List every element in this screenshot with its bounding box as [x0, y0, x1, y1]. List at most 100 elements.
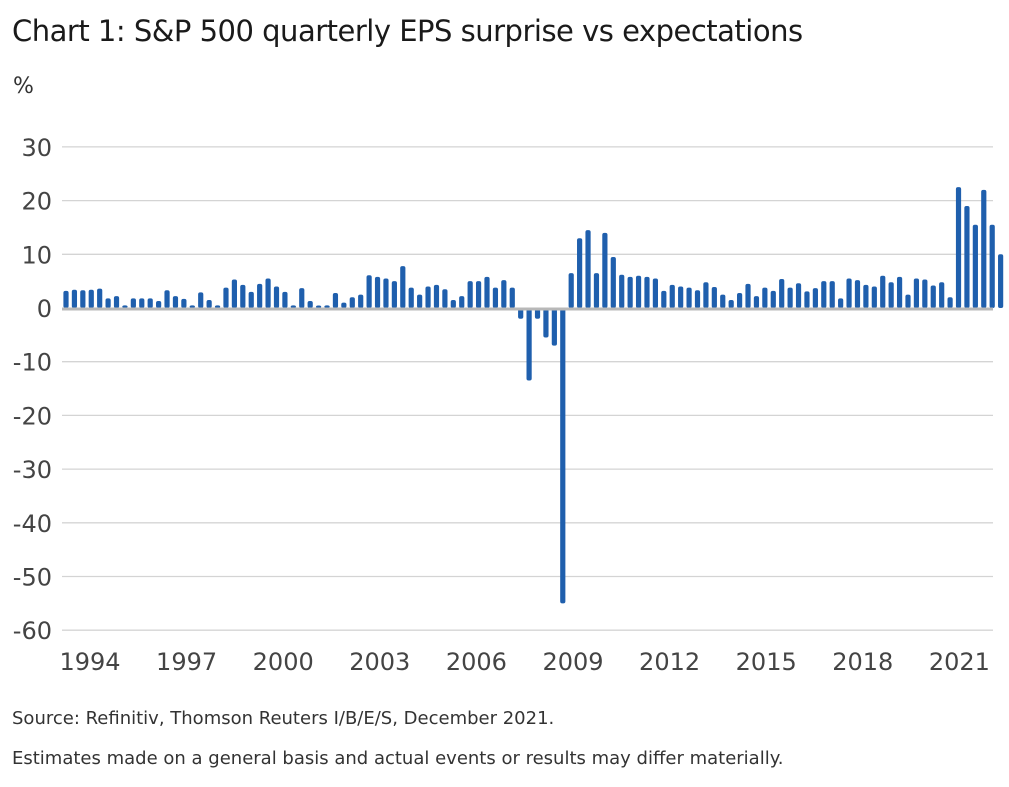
bar — [619, 274, 625, 308]
bar — [383, 278, 389, 308]
chart-title: Chart 1: S&P 500 quarterly EPS surprise … — [12, 14, 803, 48]
bar — [821, 281, 827, 308]
bar — [282, 291, 288, 308]
bar — [273, 286, 280, 308]
bar — [231, 279, 237, 308]
bar — [307, 301, 313, 308]
y-tick-label: -50 — [13, 564, 52, 592]
bar — [349, 297, 355, 308]
bar — [518, 308, 524, 319]
x-tick-label: 2021 — [929, 648, 990, 676]
bar — [459, 296, 465, 308]
bar — [795, 283, 802, 308]
bar — [467, 281, 473, 308]
bar — [71, 289, 78, 308]
y-tick-label: -30 — [13, 456, 52, 484]
bar — [568, 273, 574, 308]
bar — [366, 275, 372, 308]
bar — [172, 296, 179, 308]
bar — [678, 286, 684, 308]
bar — [400, 266, 406, 308]
bar — [686, 287, 692, 308]
x-tick-label: 1997 — [156, 648, 217, 676]
bar — [442, 289, 448, 308]
bar — [433, 284, 440, 308]
bar — [939, 282, 945, 308]
bar — [198, 292, 204, 308]
bar — [324, 305, 330, 308]
bar — [156, 301, 162, 308]
y-tick-label: -10 — [13, 349, 52, 377]
bar — [534, 308, 541, 319]
bar — [130, 298, 136, 308]
bar — [770, 290, 776, 308]
y-tick-label: -20 — [13, 402, 52, 430]
bar — [602, 232, 608, 308]
bar — [88, 289, 94, 308]
bar — [737, 292, 743, 308]
bar — [896, 276, 903, 308]
bar — [139, 298, 145, 308]
bar — [779, 279, 785, 308]
y-tick-label: 10 — [21, 241, 52, 269]
bar — [450, 299, 456, 308]
bar — [694, 290, 701, 308]
bar — [635, 275, 642, 308]
y-tick-label: -60 — [13, 617, 52, 645]
bar — [509, 287, 515, 308]
bar — [97, 288, 103, 308]
bar — [80, 290, 86, 308]
bar — [164, 290, 170, 308]
bar — [551, 308, 557, 346]
bar — [989, 224, 995, 308]
x-tick-label: 2009 — [542, 648, 603, 676]
disclaimer-note: Estimates made on a general basis and ac… — [12, 748, 784, 769]
bar — [644, 276, 650, 308]
bar — [577, 238, 583, 308]
bar — [341, 302, 347, 308]
y-tick-label: -40 — [13, 510, 52, 538]
bar — [947, 297, 953, 308]
bar — [492, 287, 499, 308]
bar — [711, 287, 717, 308]
x-tick-label: 2018 — [832, 648, 893, 676]
bar — [720, 294, 726, 308]
x-tick-label: 2006 — [446, 648, 507, 676]
bar — [661, 290, 667, 308]
bar — [863, 284, 869, 308]
bar — [560, 308, 566, 604]
bar — [593, 273, 600, 308]
bar — [972, 224, 978, 308]
bar — [358, 294, 364, 308]
x-tick-label: 2015 — [736, 648, 797, 676]
bar — [425, 286, 431, 308]
x-tick-label: 1994 — [59, 648, 120, 676]
bar — [240, 284, 246, 308]
bar — [223, 287, 229, 308]
bar — [475, 281, 482, 308]
x-tick-label: 2000 — [253, 648, 314, 676]
bar — [63, 290, 69, 308]
bar — [905, 294, 911, 308]
bar — [762, 287, 768, 308]
bar — [189, 305, 195, 308]
bar — [930, 285, 936, 308]
bar — [113, 296, 120, 308]
bar — [787, 287, 793, 308]
bar — [880, 275, 886, 308]
bar — [745, 283, 751, 308]
bar — [181, 298, 187, 308]
bar — [408, 287, 414, 308]
bar — [964, 205, 970, 308]
bar — [257, 283, 263, 308]
bar — [543, 308, 549, 338]
bar — [374, 276, 381, 308]
bar — [147, 298, 153, 308]
bar — [526, 308, 532, 381]
bar — [265, 278, 271, 308]
source-note: Source: Refinitiv, Thomson Reuters I/B/E… — [12, 708, 555, 729]
bar — [998, 254, 1004, 308]
bar — [812, 288, 818, 308]
